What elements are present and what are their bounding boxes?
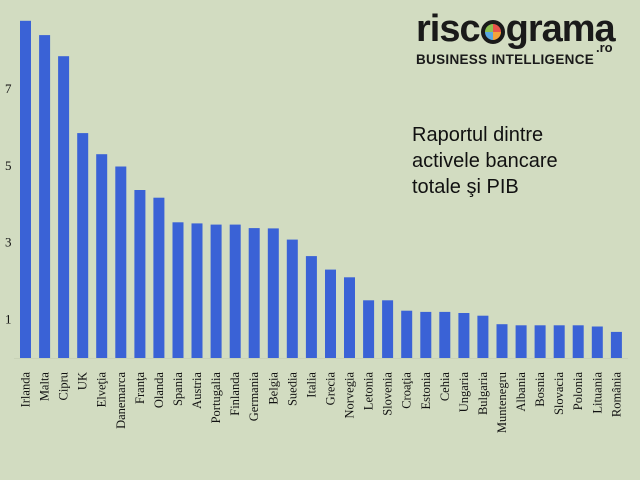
category-label: Cipru [57,371,71,400]
bar [401,310,413,358]
bar [572,325,584,358]
y-axis-ticks: 1 3 5 7 [5,81,12,327]
logo-gear-icon [480,20,505,44]
logo-tagline: BUSINESS INTELLIGENCE [416,52,595,67]
category-label: Bosnia [533,372,547,407]
bar [363,300,375,358]
y-tick-label: 3 [5,235,12,250]
category-label: Bulgaria [476,372,490,415]
category-label: Austria [190,372,204,409]
category-label: Belgia [266,372,280,405]
category-label: Albania [514,372,528,412]
bar [134,190,146,358]
y-tick-label: 7 [5,81,12,96]
category-label: Finlanda [228,372,242,416]
logo-word-start: risc [416,8,481,50]
y-tick-label: 5 [5,158,12,173]
bar [515,325,527,358]
bar [191,223,203,358]
category-label: Lituania [590,372,604,414]
bar [496,324,508,358]
bar [591,326,603,358]
category-label: Franţa [133,372,147,404]
category-label: Cehia [438,372,452,402]
bar [210,224,222,358]
category-label: Estonia [419,372,433,410]
category-label: Slovacia [552,372,566,415]
bar [153,197,165,358]
riscograma-logo: risc grama .ro BUSINESS INTELLIGENCE [412,8,634,78]
bar [458,313,470,358]
category-label: Croaţia [400,372,414,409]
bar [248,228,260,358]
category-label: Polonia [571,372,585,411]
category-label: Grecia [323,372,337,406]
category-label: Irlanda [19,372,33,408]
logo-wordmark: risc grama [416,8,616,51]
category-label: România [609,372,623,418]
chart-title: Raportul dintre activele bancare totale … [412,122,632,200]
bar [420,311,432,358]
bar [534,325,546,358]
category-label: Ungaria [457,372,471,413]
chart-title-line-3: totale şi PIB [412,176,519,198]
category-label: Letonia [362,372,376,411]
category-label: Malta [38,372,52,402]
category-label: Norvegia [343,372,357,419]
bar [305,256,317,358]
category-label: Portugalia [209,372,223,424]
category-label: Muntenegru [495,371,509,433]
category-label: Spania [171,372,185,406]
category-label: Italia [304,372,318,398]
bar [439,311,451,358]
bar [477,315,489,358]
category-label: Elveţia [95,372,109,408]
bar [553,325,565,358]
category-label: Suedia [285,372,299,406]
bar [382,300,394,358]
y-tick-label: 1 [5,312,12,327]
bar [20,20,31,359]
logo-word-end: grama [505,8,616,50]
bar [325,269,336,358]
bar [96,154,108,358]
bar [172,222,184,358]
category-label: Slovenia [381,372,395,416]
bar [39,35,51,358]
bars [20,20,622,359]
bar [267,228,279,358]
bar [115,166,127,358]
category-label: Germania [247,372,261,422]
category-label: Danemarca [114,372,128,429]
category-label: Olanda [152,372,166,409]
bar [77,133,89,358]
x-axis-category-labels: Irlanda Malta Cipru UK Elveţia Danemarca Franţ… [19,371,624,433]
category-label: UK [76,372,90,390]
bar [610,331,622,358]
bar [286,239,298,358]
chart-title-line-1: Raportul dintre [412,124,544,146]
bar [344,277,355,358]
chart-title-line-2: activele bancare [412,150,558,172]
bar [229,224,241,358]
logo-domain: .ro [596,40,613,55]
bar [58,56,70,358]
